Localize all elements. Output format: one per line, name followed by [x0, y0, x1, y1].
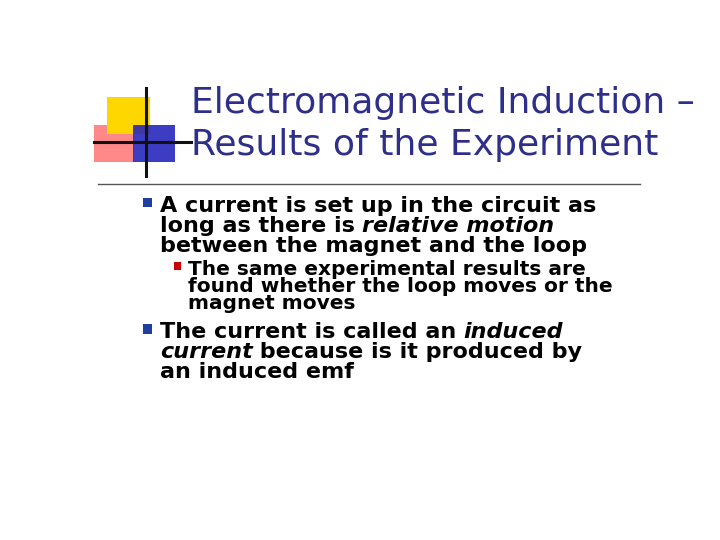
Text: induced: induced: [464, 322, 563, 342]
Text: between the magnet and the loop: between the magnet and the loop: [160, 236, 587, 256]
Text: an induced emf: an induced emf: [160, 362, 354, 382]
Text: current: current: [160, 342, 253, 362]
Text: Results of the Experiment: Results of the Experiment: [191, 128, 658, 162]
Text: Electromagnetic Induction –: Electromagnetic Induction –: [191, 86, 695, 120]
Text: long as there is: long as there is: [160, 215, 362, 236]
Text: A current is set up in the circuit as: A current is set up in the circuit as: [160, 195, 596, 215]
Bar: [174, 262, 181, 269]
Text: magnet moves: magnet moves: [188, 294, 355, 313]
Text: The same experimental results are: The same experimental results are: [188, 260, 585, 279]
Text: because is it produced by: because is it produced by: [253, 342, 582, 362]
Bar: [143, 325, 152, 334]
Text: The current is called an: The current is called an: [160, 322, 464, 342]
Text: found whether the loop moves or the: found whether the loop moves or the: [188, 278, 612, 296]
Text: relative motion: relative motion: [362, 215, 554, 236]
Bar: [94, 125, 134, 162]
Bar: [132, 125, 175, 162]
Bar: [143, 198, 152, 207]
Bar: [107, 97, 150, 134]
